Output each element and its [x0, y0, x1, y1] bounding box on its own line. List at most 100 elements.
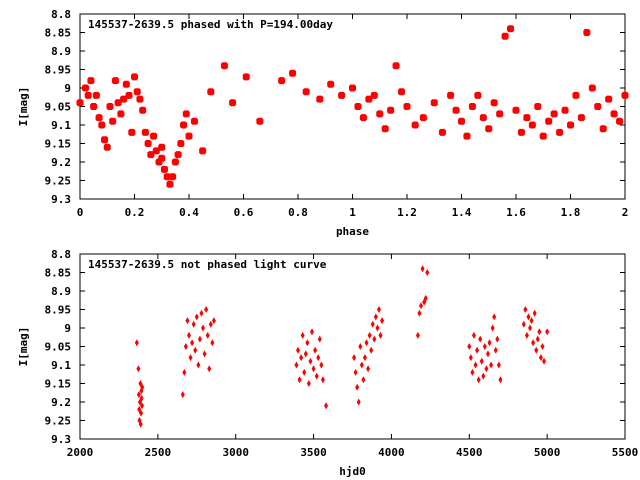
data-point — [621, 91, 629, 99]
data-point — [398, 88, 406, 96]
data-point — [356, 398, 361, 406]
top-y-tick-label: 9.05 — [45, 101, 72, 114]
bottom-x-tick-label: 5500 — [612, 446, 639, 459]
top-x-tick-label: 1.6 — [506, 206, 526, 219]
data-point — [470, 368, 475, 376]
bottom-y-tick-label: 9.3 — [51, 433, 71, 446]
data-point — [417, 309, 422, 317]
data-point — [362, 354, 367, 362]
bottom-y-tick-label: 8.9 — [51, 285, 71, 298]
data-point — [458, 117, 465, 125]
data-point — [358, 343, 363, 350]
data-point — [392, 62, 400, 70]
data-point — [194, 313, 199, 321]
bottom-x-tick-label: 3500 — [300, 446, 327, 459]
data-point — [191, 320, 196, 328]
data-point — [605, 95, 613, 103]
top-x-tick-label: 0.4 — [179, 206, 199, 219]
bottom-chart-title: 145537-2639.5 not phased light curve — [88, 258, 327, 271]
data-point — [95, 114, 103, 122]
data-point — [305, 339, 310, 347]
data-point — [532, 309, 537, 317]
data-point — [361, 376, 366, 384]
data-point — [317, 335, 322, 343]
data-point — [106, 103, 114, 110]
data-point — [567, 121, 574, 129]
data-point — [122, 80, 130, 88]
bottom-y-tick-label: 8.8 — [51, 248, 71, 261]
top-y-tick-label: 8.95 — [45, 64, 72, 77]
top-y-tick-label: 9.2 — [51, 156, 71, 169]
data-point — [313, 346, 318, 354]
data-point — [204, 306, 209, 313]
bottom-x-tick-label: 3000 — [222, 446, 249, 459]
data-point — [419, 302, 424, 310]
data-point — [411, 121, 419, 129]
data-point — [136, 95, 144, 103]
data-point — [370, 91, 378, 99]
data-point — [539, 132, 547, 140]
data-point — [471, 331, 476, 339]
bottom-y-tick-label: 9.05 — [45, 341, 72, 354]
data-point — [359, 114, 367, 122]
data-point — [381, 125, 389, 133]
data-point — [139, 409, 144, 417]
data-point — [476, 376, 481, 384]
data-point — [550, 110, 558, 118]
top-y-tick-label: 8.8 — [51, 8, 71, 21]
top-y-axis-label: I[mag] — [17, 87, 30, 127]
data-point — [141, 128, 149, 136]
data-point — [528, 121, 536, 129]
data-point — [210, 339, 215, 347]
top-x-tick-label: 2 — [622, 206, 629, 219]
data-point — [467, 343, 472, 350]
data-point — [545, 117, 553, 125]
data-point — [182, 110, 190, 118]
data-point — [478, 335, 483, 343]
data-point — [199, 147, 207, 155]
data-point — [150, 132, 158, 140]
bottom-y-axis-label: I[mag] — [17, 327, 30, 367]
top-x-axis-label: phase — [336, 225, 369, 238]
top-y-tick-label: 9.1 — [51, 119, 71, 132]
data-point — [128, 128, 136, 136]
top-x-tick-label: 1.2 — [397, 206, 417, 219]
data-point — [103, 143, 111, 151]
data-point — [420, 265, 425, 273]
data-point — [138, 420, 143, 428]
data-point — [354, 103, 362, 110]
data-point — [297, 376, 302, 384]
data-point — [353, 368, 358, 376]
bottom-x-axis-label: hjd0 — [339, 465, 366, 478]
data-point — [144, 140, 152, 147]
data-point — [479, 357, 484, 365]
data-point — [378, 331, 383, 339]
data-point — [306, 380, 311, 387]
data-point — [538, 354, 543, 362]
data-point — [556, 128, 564, 136]
data-point — [473, 361, 478, 369]
data-point — [496, 361, 501, 369]
bottom-x-tick-label: 2500 — [145, 446, 172, 459]
data-point — [136, 391, 141, 399]
data-point — [140, 383, 145, 391]
data-point — [139, 402, 144, 410]
data-point — [376, 110, 384, 118]
data-point — [501, 32, 509, 40]
data-point — [319, 361, 324, 369]
data-point — [474, 91, 482, 99]
data-point — [507, 25, 515, 33]
data-point — [205, 331, 210, 339]
data-point — [180, 391, 185, 399]
data-point — [134, 339, 139, 347]
data-point — [316, 354, 321, 362]
data-point — [535, 335, 540, 343]
data-point — [376, 306, 381, 313]
data-point — [419, 114, 427, 122]
data-point — [81, 84, 89, 92]
data-point — [537, 328, 542, 336]
data-point — [616, 117, 624, 125]
data-point — [256, 117, 264, 125]
data-point — [220, 62, 228, 70]
top-x-tick-label: 0.6 — [234, 206, 254, 219]
